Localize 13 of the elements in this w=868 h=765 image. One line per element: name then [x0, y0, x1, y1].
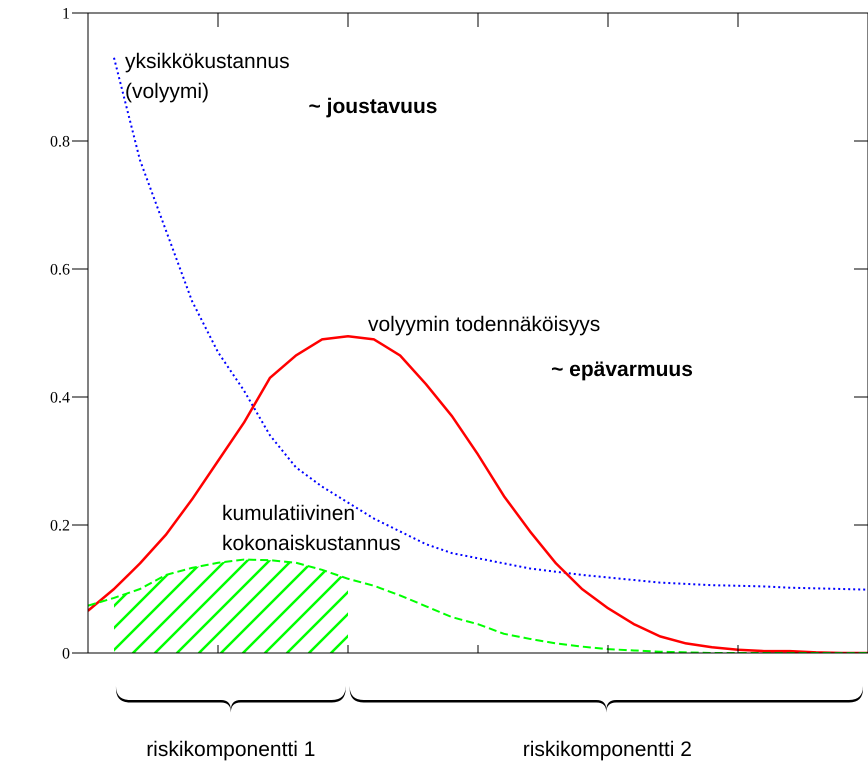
y-tick-label: 0.2 [50, 518, 70, 535]
y-tick-label: 1 [62, 6, 70, 23]
series-label: kumulatiivinen kokonaiskustannus [222, 502, 401, 555]
y-tick-label: 0.8 [50, 134, 70, 151]
series-label: yksikkökustannus (volyymi) [125, 50, 290, 103]
annotation: ~ epävarmuus [551, 358, 693, 381]
text: riskikomponentti 1 [146, 738, 316, 761]
text: riskikomponentti 2 [522, 738, 692, 761]
annotation: ~ joustavuus [308, 95, 438, 118]
y-tick-label: 0.6 [50, 262, 70, 279]
series-label: volyymin todennäköisyys [368, 313, 600, 336]
y-tick-label: 0 [62, 646, 70, 663]
y-tick-label: 0.4 [50, 390, 70, 407]
